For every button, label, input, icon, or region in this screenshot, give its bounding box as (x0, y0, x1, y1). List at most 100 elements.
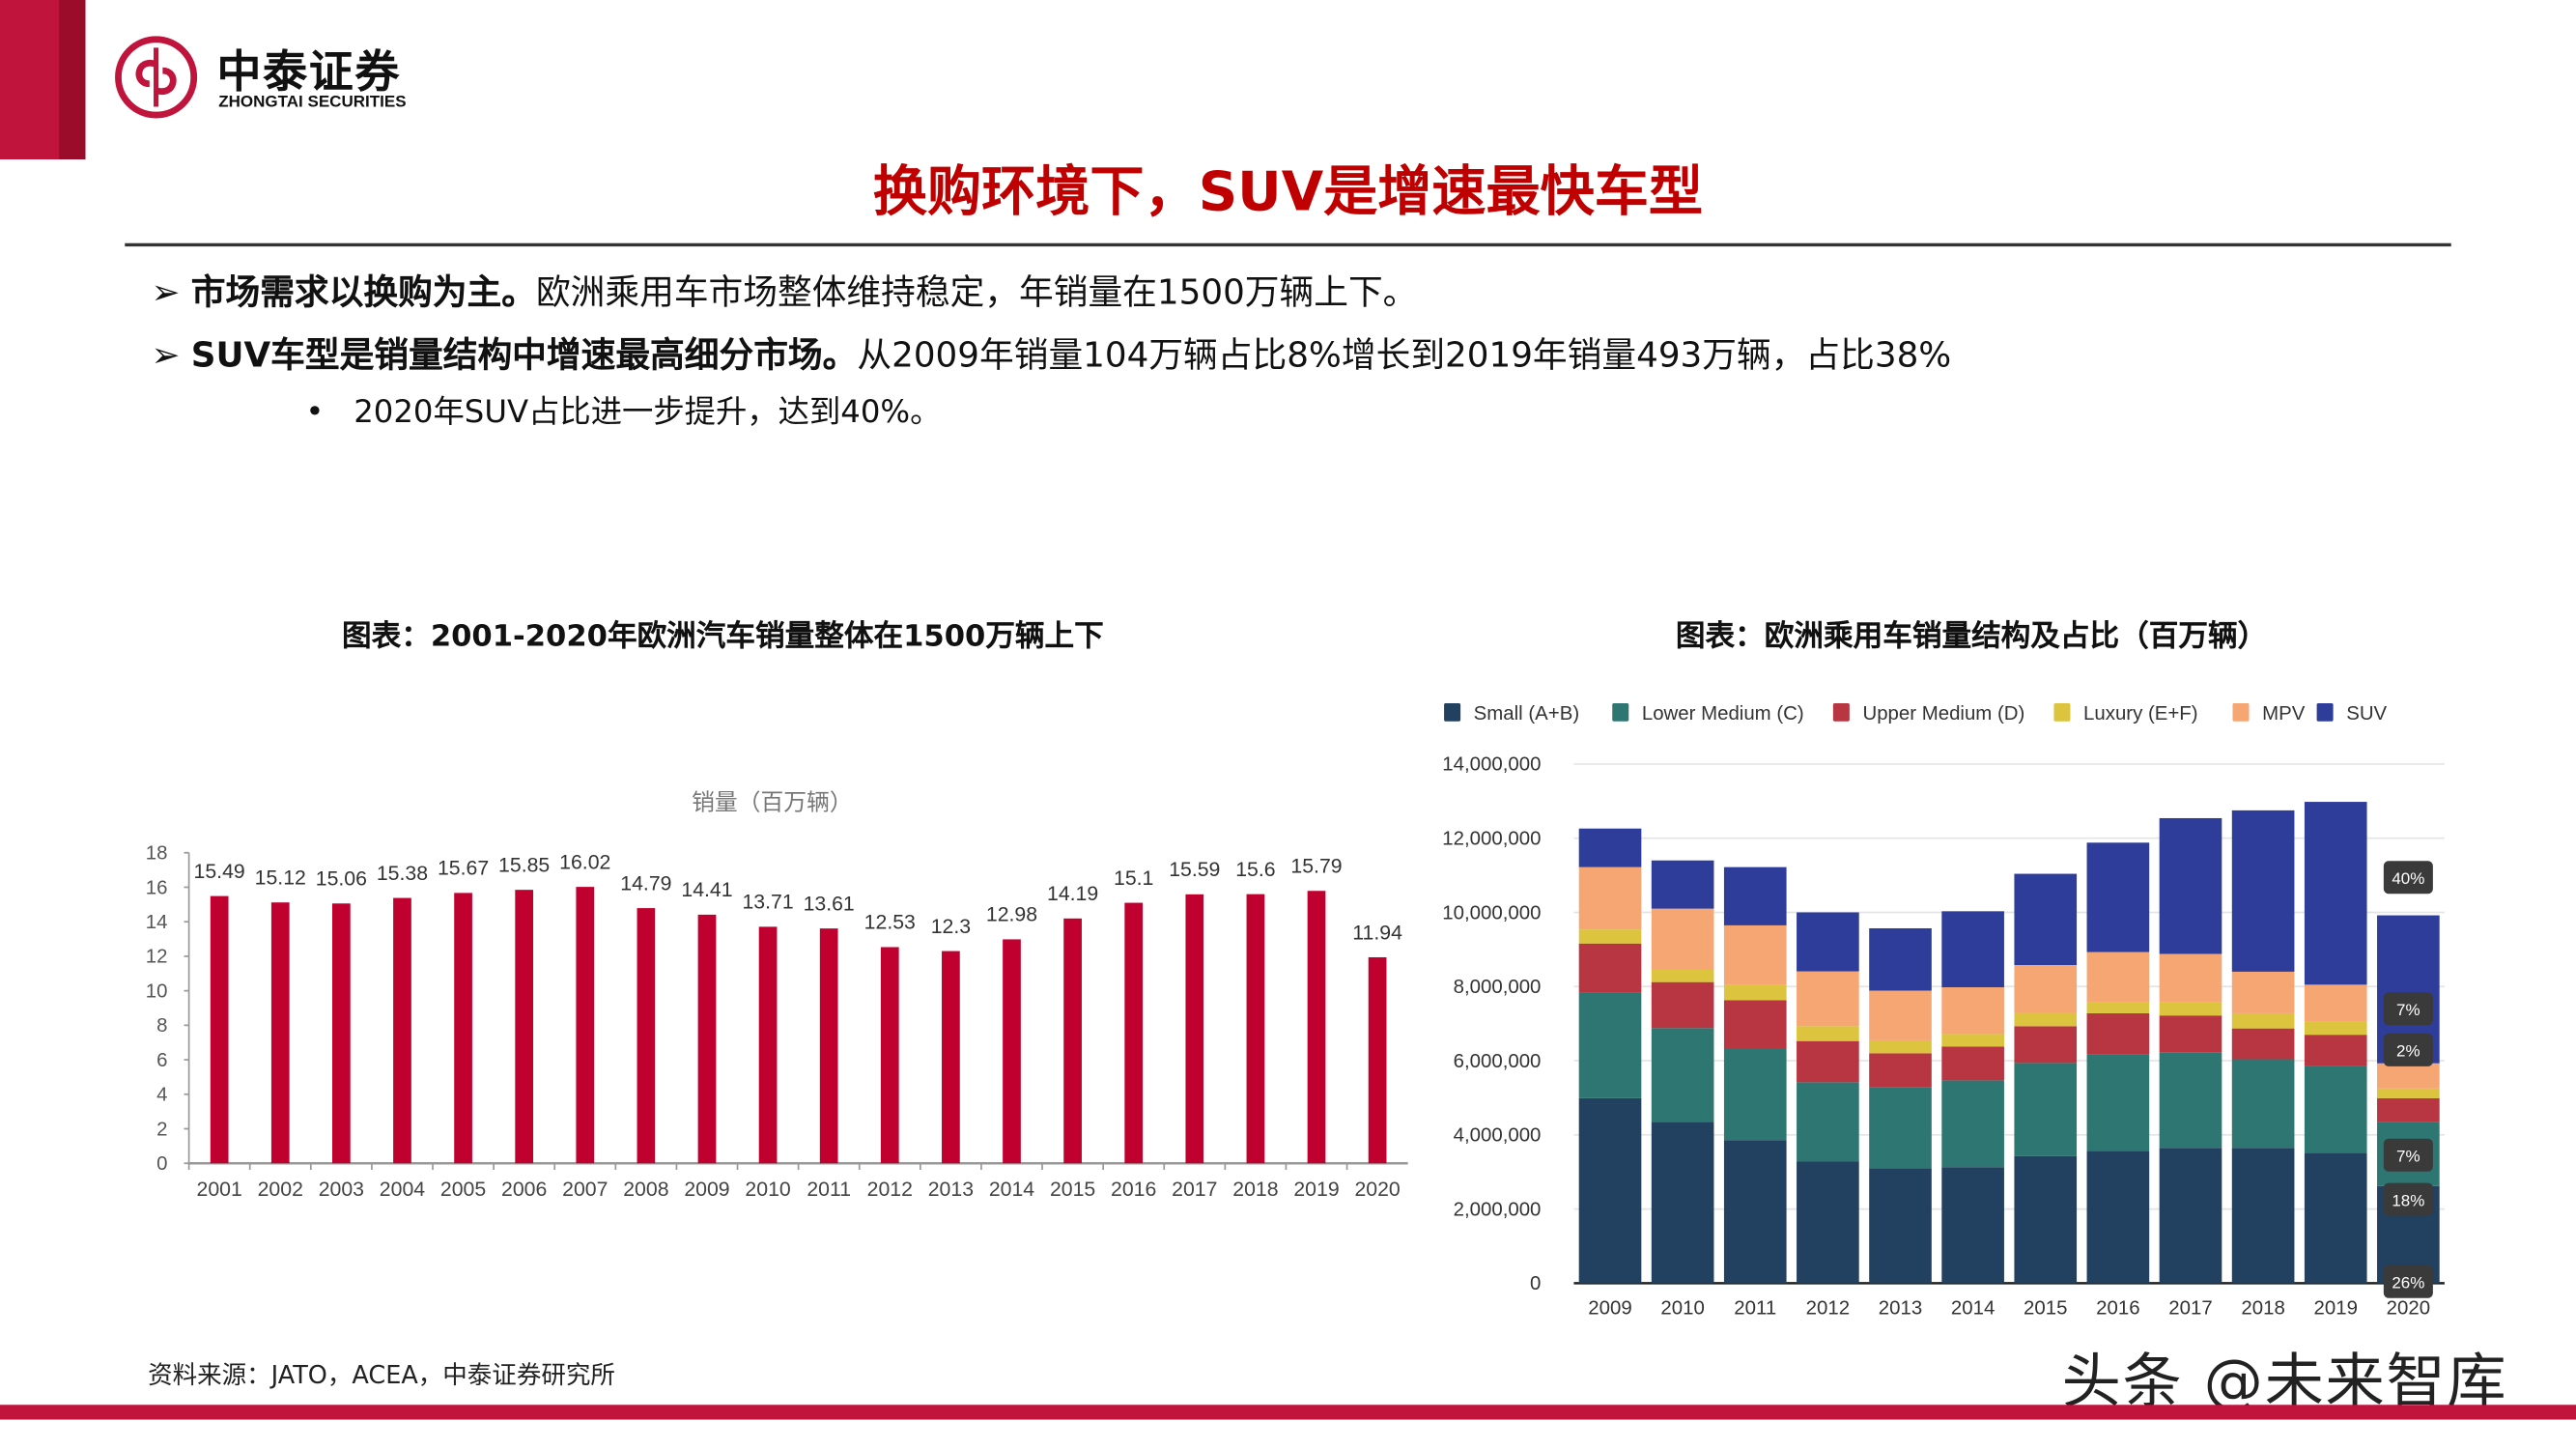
annotation-label: 26% (2392, 1273, 2424, 1292)
bar-2012-5 (1797, 912, 1859, 972)
bar-2010-5 (1651, 860, 1714, 909)
chart-2-title: 图表：欧洲乘用车销量结构及占比（百万辆） (1675, 619, 2268, 654)
legend-swatch-0 (1444, 702, 1461, 722)
x-tick-label-2012: 2012 (1806, 1298, 1850, 1320)
x-tick-label-2009: 2009 (684, 1178, 729, 1201)
bar-2018 (1246, 894, 1265, 1164)
bar-2011-0 (1723, 1140, 1787, 1284)
legend-label-3: Luxury (E+F) (2083, 703, 2198, 724)
bullet-2-bold: SUV车型是销量结构中增速最高细分市场。 (190, 334, 858, 375)
data-label-2006: 15.85 (498, 853, 550, 876)
x-tick-label-2016: 2016 (1111, 1178, 1156, 1201)
bar-2009-2 (1578, 943, 1642, 993)
bar-2009-5 (1578, 828, 1642, 867)
bar-2010-1 (1651, 1028, 1714, 1122)
page-title: 换购环境下，SUV是增速最快车型 (872, 158, 1704, 224)
bar-2010-2 (1651, 981, 1714, 1029)
bullet-1-bold: 市场需求以换购为主。 (190, 272, 536, 313)
bar-2008 (637, 908, 656, 1164)
bar-2017-0 (2159, 1148, 2222, 1284)
bar-2016-4 (2086, 952, 2150, 1003)
annotation-label: 2% (2396, 1042, 2420, 1061)
x-tick-label-2005: 2005 (440, 1178, 486, 1201)
bar-2009-1 (1578, 992, 1642, 1098)
x-tick-label-2009: 2009 (1588, 1298, 1631, 1320)
bar-2020-3 (2377, 1088, 2440, 1098)
bar-2011-4 (1723, 924, 1787, 985)
bar-2013-1 (1869, 1087, 1932, 1169)
bar-2010 (758, 926, 778, 1164)
bar-2013-5 (1869, 927, 1932, 991)
legend-label-1: Lower Medium (C) (1642, 703, 1804, 724)
bar-2011-1 (1723, 1047, 1787, 1141)
data-label-2018: 15.6 (1235, 858, 1275, 881)
bar-2009 (697, 914, 717, 1164)
x-tick-label-2011: 2011 (1734, 1298, 1776, 1320)
bar-2018-5 (2231, 810, 2295, 972)
bar-2014-0 (1941, 1167, 2004, 1284)
x-tick-label-2015: 2015 (2024, 1298, 2067, 1320)
data-label-2009: 14.41 (681, 878, 732, 901)
bar-2015 (1063, 918, 1082, 1164)
x-tick-label-2014: 2014 (989, 1178, 1034, 1201)
x-tick-label-2002: 2002 (258, 1178, 303, 1201)
data-label-2005: 15.67 (438, 857, 489, 880)
data-label-2016: 15.1 (1114, 867, 1153, 890)
bar-2012-0 (1797, 1161, 1859, 1284)
bar-2019-5 (2304, 802, 2367, 985)
y-tick-label: 12,000,000 (1442, 829, 1541, 850)
sub-bullet-text: 2020年SUV占比进一步提升，达到40%。 (354, 394, 942, 431)
bullet-2-text: 从2009年销量104万辆占比8%增长到2019年销量493万辆，占比38% (857, 334, 1952, 375)
bar-2013 (942, 951, 960, 1164)
bar-2016-2 (2086, 1012, 2150, 1055)
legend-swatch-3 (2053, 702, 2071, 722)
data-label-2002: 15.12 (255, 866, 306, 889)
bar-2012-4 (1797, 971, 1859, 1027)
bar-2009-0 (1578, 1097, 1642, 1284)
data-label-2019: 15.79 (1290, 855, 1342, 878)
zhongtai-logo-icon (115, 36, 198, 119)
bullet-1-text: 欧洲乘用车市场整体维持稳定，年销量在1500万辆上下。 (535, 272, 1418, 313)
bar-2017 (1185, 894, 1204, 1164)
bar-2016-5 (2086, 842, 2150, 952)
bar-2014-3 (1941, 1034, 2004, 1047)
bar-2019-1 (2304, 1065, 2367, 1153)
y-tick-label: 10,000,000 (1442, 902, 1541, 923)
bar-2009-3 (1578, 929, 1642, 944)
data-label-2013: 12.3 (931, 915, 971, 938)
bar-2013-4 (1869, 990, 1932, 1040)
bar-2018-1 (2231, 1059, 2295, 1149)
arrow-bullet-icon: ➢ (151, 334, 191, 375)
y-tick-label: 12 (146, 947, 168, 968)
chart-1-title: 图表：2001-2020年欧洲汽车销量整体在1500万辆上下 (341, 619, 1104, 654)
bar-2004 (393, 897, 411, 1164)
bar-2020 (1368, 956, 1387, 1164)
bar-2015-4 (2014, 964, 2078, 1013)
legend-label-0: Small (A+B) (1474, 703, 1579, 724)
bar-2016 (1124, 902, 1144, 1164)
annotation-box (2383, 1264, 2433, 1298)
bar-2014-2 (1941, 1046, 2004, 1081)
data-label-2020: 11.94 (1352, 921, 1402, 944)
x-tick-label-2014: 2014 (1951, 1298, 1995, 1320)
x-tick-label-2018: 2018 (1232, 1178, 1278, 1201)
bar-2013-3 (1869, 1039, 1932, 1054)
bar-2019-4 (2304, 984, 2367, 1022)
bar-2015-0 (2014, 1155, 2078, 1284)
x-tick-label-2013: 2013 (928, 1178, 974, 1201)
arrow-bullet-icon: ➢ (151, 272, 191, 313)
bar-2017-3 (2159, 1002, 2222, 1016)
bullet-1: ➢ 市场需求以换购为主。欧洲乘用车市场整体维持稳定，年销量在1500万辆上下。 (151, 267, 1417, 316)
x-tick-label-2019: 2019 (1293, 1178, 1339, 1201)
bar-2016-3 (2086, 1002, 2150, 1013)
bar-2011-5 (1723, 867, 1787, 925)
bar-2014-5 (1941, 911, 2004, 988)
x-tick-label-2013: 2013 (1879, 1298, 1922, 1320)
bar-2010-0 (1651, 1122, 1714, 1284)
legend-swatch-4 (2232, 702, 2250, 722)
bar-2012 (880, 947, 899, 1164)
legend-label-2: Upper Medium (D) (1862, 703, 2024, 724)
bar-2012-1 (1797, 1082, 1859, 1162)
bar-2011-3 (1723, 984, 1787, 1001)
legend-swatch-5 (2316, 702, 2334, 722)
